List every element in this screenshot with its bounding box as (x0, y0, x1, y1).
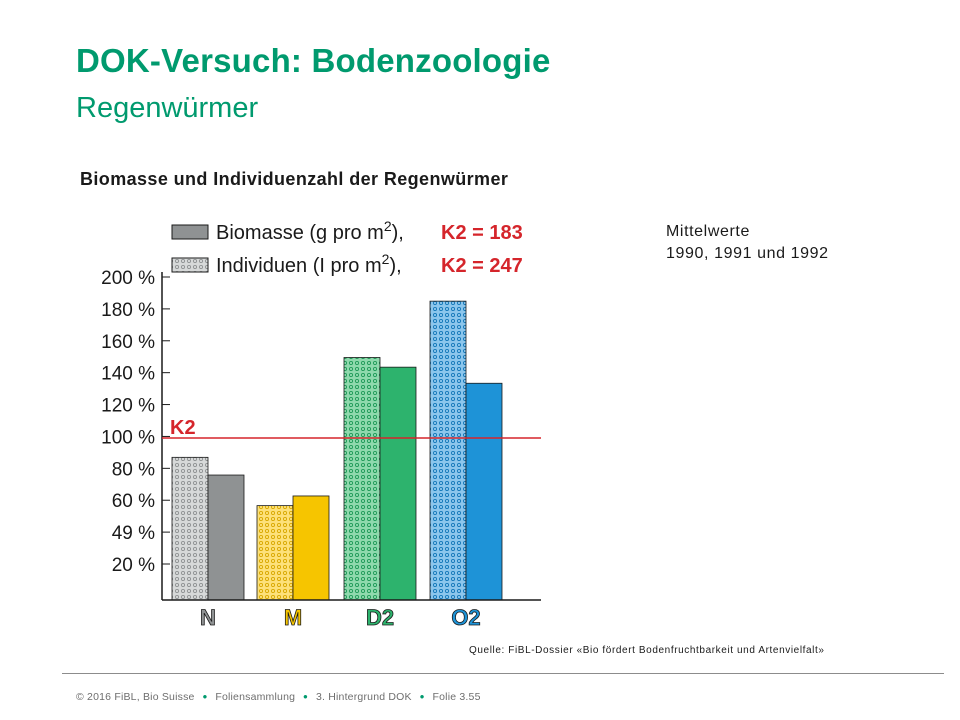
category-label-o2: O2 (451, 605, 480, 630)
footer-bullet-icon: • (202, 689, 208, 704)
y-tick-label: 60 % (112, 491, 155, 512)
legend-biomass-k2: K2 = 183 (441, 222, 523, 244)
averages-note-line-2: 1990, 1991 und 1992 (666, 245, 829, 262)
legend-individuals-superscript: 2 (382, 251, 390, 267)
bar-o2-individuals (429, 300, 467, 601)
footer-collection: Foliensammlung (215, 691, 296, 703)
bar-m-biomass (292, 495, 330, 601)
bar-d2-individuals (343, 357, 381, 601)
category-label-d2: D2 (366, 605, 394, 630)
legend-individuals-unit: Individuen (I pro m (216, 255, 382, 277)
source-citation: Quelle: FiBL-Dossier «Bio fördert Bodenf… (469, 645, 825, 656)
bars (171, 300, 503, 601)
category-labels: N M D2 O2 (200, 605, 481, 631)
y-tick-label: 80 % (112, 459, 155, 480)
legend-individuals-suffix: ), (389, 255, 401, 277)
legend-label-biomass: Biomasse (g pro m2), (216, 218, 404, 244)
category-label-m: M (284, 605, 302, 630)
slide-title: DOK-Versuch: Bodenzoologie (76, 42, 551, 79)
y-tick-label: 180 % (101, 300, 155, 321)
y-tick-label: 20 % (112, 555, 155, 576)
footer-slide-number: Folie 3.55 (432, 691, 481, 703)
bar-d2-biomass (379, 366, 417, 601)
k2-reference-label: K2 (170, 417, 196, 439)
y-tick-label: 140 % (101, 364, 155, 385)
y-tick-label: 49 % (112, 523, 155, 544)
footer-bullet-icon: • (419, 689, 425, 704)
slide-subtitle: Regenwürmer (76, 92, 259, 124)
legend-swatch-individuals (171, 257, 209, 273)
legend-individuals-k2: K2 = 247 (441, 255, 523, 277)
chart-heading: Biomasse und Individuenzahl der Regenwür… (80, 169, 509, 189)
y-tick-label: 160 % (101, 332, 155, 353)
legend-label-individuals: Individuen (I pro m2), (216, 251, 402, 277)
bar-o2-biomass (465, 382, 503, 601)
bar-n-biomass (207, 474, 245, 601)
legend-biomass-unit: Biomasse (g pro m (216, 222, 384, 244)
averages-note-line-1: Mittelwerte (666, 223, 750, 240)
y-tick-label: 120 % (101, 396, 155, 417)
bar-m-individuals (256, 505, 294, 601)
averages-note: Mittelwerte 1990, 1991 und 1992 (666, 221, 829, 265)
footer-copyright: © 2016 FiBL, Bio Suisse (76, 691, 195, 703)
footer-section: 3. Hintergrund DOK (315, 691, 412, 703)
legend-biomass-suffix: ), (392, 222, 404, 244)
bar-n-individuals (171, 456, 209, 601)
y-tick-label: 100 % (101, 427, 155, 448)
footer-divider (62, 673, 944, 674)
chart-legend: Biomasse (g pro m2), K2 = 183 Individuen… (171, 218, 523, 277)
legend-swatch-biomass (171, 224, 209, 240)
legend-biomass-superscript: 2 (384, 218, 392, 234)
footer-bullet-icon: • (303, 689, 308, 704)
y-tick-label: 200 % (101, 268, 155, 289)
footer: © 2016 FiBL, Bio Suisse • Foliensammlung • 3… (76, 689, 481, 704)
category-label-n: N (200, 605, 216, 630)
y-axis-ticks: 20 % 49 % 60 % 80 % 100 % 120 % 140 % 160 % 180 … (101, 268, 170, 576)
